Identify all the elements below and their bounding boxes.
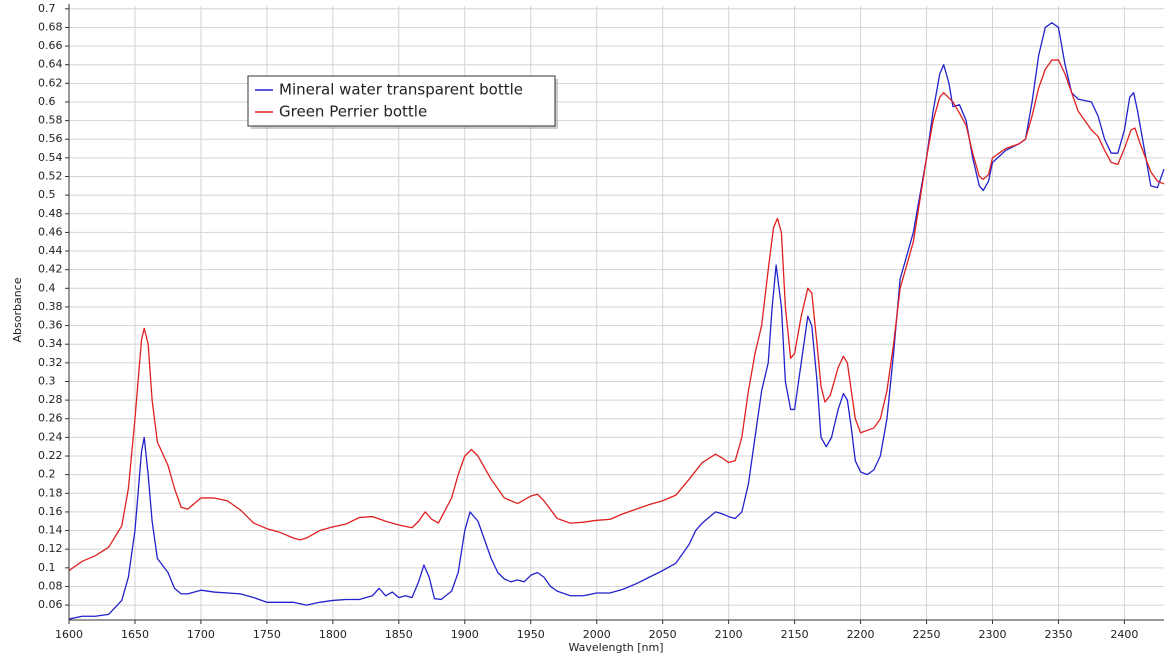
x-tick-label: 2400: [1110, 628, 1138, 641]
x-axis-label: Wavelength [nm]: [568, 641, 663, 654]
y-tick-label: 0.6: [38, 95, 56, 108]
x-tick-label: 2350: [1044, 628, 1072, 641]
x-tick-label: 1900: [451, 628, 479, 641]
y-tick-label: 0.5: [38, 188, 56, 201]
y-tick-label: 0.52: [38, 170, 63, 183]
x-tick-label: 2150: [781, 628, 809, 641]
x-tick-label: 2000: [583, 628, 611, 641]
y-tick-label: 0.36: [38, 319, 63, 332]
y-tick-label: 0.14: [38, 524, 63, 537]
x-tick-label: 2250: [913, 628, 941, 641]
x-tick-label: 1800: [319, 628, 347, 641]
y-tick-label: 0.44: [38, 244, 63, 257]
x-tick-label: 1650: [121, 628, 149, 641]
y-tick-label: 0.12: [38, 542, 63, 555]
x-tick-label: 1750: [253, 628, 281, 641]
y-tick-label: 0.4: [38, 281, 56, 294]
y-tick-label: 0.08: [38, 579, 63, 592]
x-tick-label: 2100: [715, 628, 743, 641]
plot-lines: [68, 22, 1165, 620]
y-tick-label: 0.38: [38, 300, 63, 313]
y-tick-label: 0.66: [38, 39, 63, 52]
y-tick-label: 0.64: [38, 58, 63, 71]
y-tick-label: 0.34: [38, 337, 63, 350]
y-tick-label: 0.24: [38, 430, 63, 443]
x-tick-label: 1950: [517, 628, 545, 641]
y-tick-label: 0.46: [38, 225, 63, 238]
ticks: 0.06 0.08 0.1 0.12 0.14 0.16 0.18 0.2 0.22 0.24 0.…: [38, 2, 1138, 641]
y-tick-label: 0.3: [38, 374, 56, 387]
legend-label: Mineral water transparent bottle: [279, 81, 523, 99]
y-tick-label: 0.58: [38, 114, 63, 127]
y-tick-label: 0.54: [38, 151, 63, 164]
y-tick-label: 0.56: [38, 132, 63, 145]
y-tick-label: 0.06: [38, 598, 63, 611]
y-tick-label: 0.18: [38, 486, 63, 499]
y-tick-label: 0.42: [38, 263, 63, 276]
data-line: [68, 59, 1165, 572]
y-tick-label: 0.68: [38, 20, 63, 33]
legend-label: Green Perrier bottle: [279, 103, 427, 121]
y-axis-label: Absorbance: [11, 277, 24, 342]
data-line: [68, 22, 1165, 620]
legend: Mineral water transparent bottle Green Pe…: [247, 75, 558, 129]
x-tick-label: 1700: [187, 628, 215, 641]
x-tick-label: 1850: [385, 628, 413, 641]
grid: [68, 6, 1164, 620]
y-tick-label: 0.2: [38, 468, 56, 481]
y-tick-label: 0.7: [38, 2, 56, 15]
x-tick-label: 2050: [649, 628, 677, 641]
y-tick-label: 0.32: [38, 356, 63, 369]
x-tick-label: 1600: [55, 628, 83, 641]
y-tick-label: 0.62: [38, 76, 63, 89]
x-tick-label: 2200: [847, 628, 875, 641]
x-tick-label: 2300: [978, 628, 1006, 641]
y-tick-label: 0.26: [38, 412, 63, 425]
y-tick-label: 0.22: [38, 449, 63, 462]
y-tick-label: 0.28: [38, 393, 63, 406]
y-tick-label: 0.48: [38, 207, 63, 220]
y-tick-label: 0.16: [38, 505, 63, 518]
y-tick-label: 0.1: [38, 561, 56, 574]
legend-box: [247, 75, 556, 127]
